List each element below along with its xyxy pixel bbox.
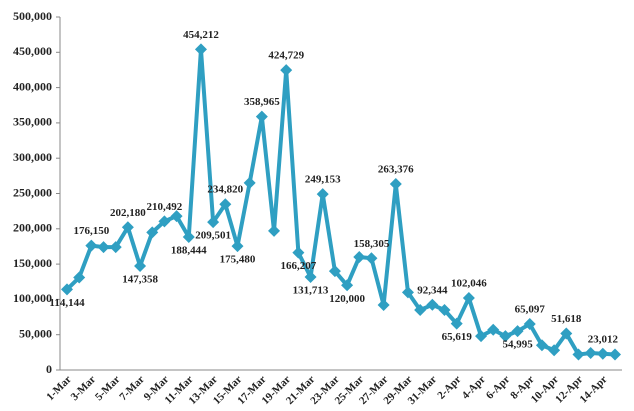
y-tick-label: 450,000: [13, 44, 52, 58]
marker: [341, 279, 354, 292]
marker: [194, 43, 207, 56]
marker: [207, 216, 220, 229]
data-label: 424,729: [268, 50, 304, 62]
y-tick-label: 0: [46, 362, 52, 376]
marker: [243, 176, 256, 189]
data-label: 51,618: [551, 313, 582, 325]
marker: [158, 215, 171, 228]
marker: [61, 283, 73, 296]
marker: [584, 347, 597, 360]
data-label: 65,097: [515, 304, 546, 316]
y-tick-label: 300,000: [13, 150, 52, 164]
marker: [462, 291, 475, 304]
series-line: [65, 47, 616, 357]
marker: [268, 224, 281, 237]
marker: [377, 299, 390, 312]
data-label: 263,376: [378, 164, 414, 176]
marker: [487, 323, 500, 336]
data-label: 65,619: [442, 331, 473, 343]
y-tick-label: 200,000: [13, 221, 52, 235]
data-label: 176,150: [73, 225, 109, 237]
marker: [596, 347, 609, 360]
marker: [475, 330, 488, 343]
marker: [219, 198, 232, 211]
x-tick-label: 1-Mar: [44, 373, 74, 403]
marker: [85, 239, 98, 252]
y-tick-label: 250,000: [13, 185, 52, 199]
data-label: 358,965: [244, 96, 280, 108]
marker: [121, 221, 134, 234]
data-label: 54,995: [502, 339, 533, 351]
marker: [535, 339, 548, 352]
data-label: 454,212: [183, 29, 219, 41]
marker: [560, 327, 573, 340]
data-label: 210,492: [147, 201, 183, 213]
y-tick-label: 150,000: [13, 256, 52, 270]
marker: [73, 271, 86, 284]
marker: [304, 271, 317, 284]
x-tick-label: 6-Apr: [484, 373, 512, 401]
data-label: 175,480: [220, 254, 256, 266]
marker: [292, 246, 305, 259]
marker: [353, 251, 366, 264]
data-label: 158,305: [354, 238, 390, 250]
y-tick-label: 100,000: [13, 291, 52, 305]
data-label: 120,000: [329, 293, 365, 305]
x-tick-label: 14-Apr: [577, 373, 609, 405]
marker: [280, 64, 293, 77]
marker: [389, 178, 402, 191]
data-label: 131,713: [293, 285, 329, 297]
data-label: 188,444: [171, 244, 207, 256]
x-tick-label: 3-Mar: [69, 373, 99, 403]
marker: [134, 259, 147, 272]
data-label: 234,820: [207, 184, 243, 196]
data-label: 102,046: [451, 277, 487, 289]
marker: [548, 344, 561, 357]
x-tick-label: 4-Apr: [460, 373, 488, 401]
data-label: 249,153: [305, 174, 341, 186]
marker: [401, 286, 414, 299]
marker: [182, 230, 195, 243]
marker: [523, 318, 536, 331]
marker: [255, 110, 268, 123]
marker: [511, 325, 524, 338]
marker: [414, 303, 427, 316]
data-label: 147,358: [122, 273, 158, 285]
marker: [450, 317, 463, 330]
marker: [231, 240, 244, 253]
data-label: 166,207: [281, 260, 317, 272]
x-tick-label: 5-Mar: [93, 373, 123, 403]
data-label: 92,344: [417, 284, 448, 296]
marker: [365, 252, 378, 265]
marker: [316, 188, 329, 201]
y-tick-label: 50,000: [19, 326, 52, 340]
marker: [109, 241, 122, 254]
x-tick-label: 7-Mar: [117, 373, 147, 403]
y-tick-label: 350,000: [13, 115, 52, 129]
data-label: 114,144: [49, 297, 85, 309]
data-label: 202,180: [110, 207, 146, 219]
marker: [426, 298, 439, 311]
marker: [572, 348, 585, 361]
marker: [438, 303, 451, 316]
marker: [328, 265, 341, 278]
data-label: 23,012: [588, 333, 619, 345]
marker: [170, 210, 183, 223]
marker: [609, 348, 621, 361]
data-label: 209,501: [195, 230, 231, 242]
y-tick-label: 500,000: [13, 9, 52, 23]
marker: [146, 226, 159, 239]
marker: [97, 241, 110, 254]
y-tick-label: 400,000: [13, 79, 52, 93]
x-tick-label: 2-Apr: [435, 373, 463, 401]
marker: [499, 330, 512, 343]
